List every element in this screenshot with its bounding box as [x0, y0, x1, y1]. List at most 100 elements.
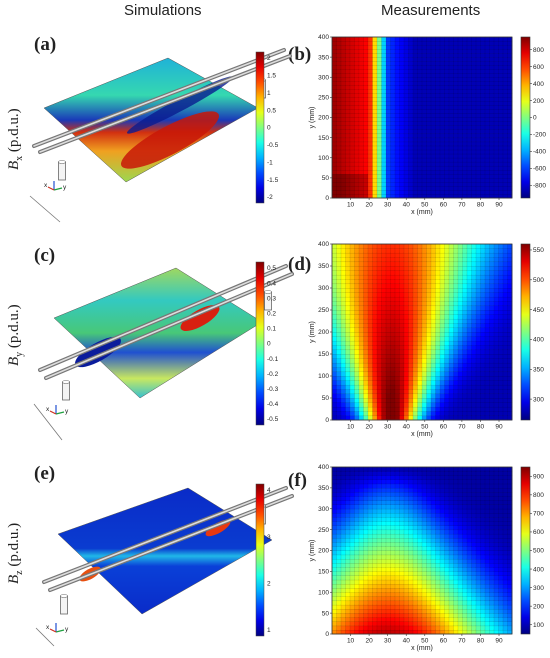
heat-cell	[435, 279, 441, 285]
heat-cell	[412, 533, 418, 539]
heat-cell	[394, 389, 400, 395]
heat-cell	[376, 327, 382, 333]
heat-cell	[358, 483, 364, 489]
heat-cell	[331, 375, 337, 381]
heat-cell	[363, 384, 369, 390]
heat-cell	[421, 81, 427, 86]
heat-cell	[421, 153, 427, 159]
heat-cell	[390, 362, 396, 368]
heat-cell	[336, 327, 342, 333]
heat-cell	[417, 323, 423, 329]
heat-cell	[430, 567, 436, 572]
heat-cell	[399, 371, 405, 377]
heat-cell	[475, 367, 481, 373]
heat-cell	[385, 384, 391, 390]
heat-cell	[466, 113, 472, 118]
heat-cell	[385, 625, 391, 631]
heat-cell	[336, 546, 342, 551]
heat-cell	[444, 358, 450, 364]
heat-cell	[430, 318, 436, 324]
heat-cell	[484, 323, 490, 329]
heat-cell	[349, 97, 355, 102]
heat-cell	[507, 349, 513, 355]
heat-cell	[403, 89, 409, 94]
heat-cell	[349, 397, 355, 403]
heat-cell	[444, 613, 450, 618]
heat-cell	[462, 496, 468, 501]
heat-cell	[448, 512, 454, 518]
heat-cell	[426, 65, 432, 70]
heat-cell	[480, 48, 486, 54]
heat-cell	[372, 261, 378, 267]
heat-cell	[498, 77, 504, 82]
heat-cell	[475, 621, 481, 627]
heat-cell	[471, 177, 477, 183]
heat-cell	[484, 265, 490, 271]
heat-cell	[439, 571, 445, 576]
heat-cell	[453, 587, 459, 593]
x-tick-label: 40	[403, 424, 411, 431]
heat-cell	[394, 327, 400, 333]
heat-cell	[408, 283, 414, 289]
heat-cell	[493, 270, 499, 276]
heat-cell	[480, 69, 486, 74]
heat-cell	[403, 257, 409, 263]
heat-cell	[394, 512, 400, 518]
heat-cell	[435, 483, 441, 489]
heat-cell	[349, 145, 355, 151]
heat-cell	[390, 265, 396, 271]
heat-cell	[349, 181, 355, 187]
heat-cell	[466, 61, 472, 66]
heat-cell	[385, 475, 391, 480]
heat-cell	[448, 483, 454, 489]
heat-cell	[493, 415, 499, 421]
heat-cell	[412, 508, 418, 514]
heat-cell	[385, 89, 391, 94]
heat-cell	[417, 133, 423, 139]
heat-cell	[466, 189, 472, 195]
heat-cell	[376, 40, 382, 46]
heat-cell	[385, 487, 391, 493]
heat-cell	[484, 487, 490, 493]
heat-cell	[453, 44, 459, 50]
heat-cell	[498, 533, 504, 539]
heat-cell	[475, 475, 481, 480]
heat-cell	[453, 301, 459, 307]
heat-cell	[462, 525, 468, 531]
heat-cell	[448, 121, 454, 126]
heat-cell	[372, 69, 378, 74]
heat-cell	[358, 508, 364, 514]
heat-cell	[399, 613, 405, 618]
heat-cell	[498, 265, 504, 271]
heat-cell	[385, 61, 391, 66]
heat-cell	[457, 562, 463, 568]
heat-cell	[439, 516, 445, 522]
heat-cell	[349, 521, 355, 526]
heat-cell	[367, 592, 373, 597]
heat-cell	[480, 596, 486, 602]
heat-cell	[331, 270, 337, 276]
heat-cell	[435, 600, 441, 606]
heat-cell	[471, 384, 477, 390]
heat-cell	[417, 40, 423, 46]
heat-cell	[475, 125, 481, 131]
heat-cell	[340, 105, 346, 110]
heat-cell	[349, 562, 355, 568]
heat-cell	[412, 592, 418, 597]
heat-cell	[394, 533, 400, 539]
heat-cell	[363, 402, 369, 408]
heat-cell	[336, 173, 342, 179]
heat-cell	[367, 512, 373, 518]
heat-cell	[480, 483, 486, 489]
heat-cell	[358, 301, 364, 307]
heat-cell	[480, 61, 486, 66]
heat-cell	[457, 362, 463, 368]
heat-cell	[453, 362, 459, 368]
heat-cell	[466, 77, 472, 82]
heat-cell	[345, 415, 351, 421]
heat-cell	[489, 625, 495, 631]
heat-cell	[345, 525, 351, 531]
heat-cell	[448, 613, 454, 618]
heat-cell	[385, 243, 391, 249]
heat-cell	[345, 314, 351, 320]
